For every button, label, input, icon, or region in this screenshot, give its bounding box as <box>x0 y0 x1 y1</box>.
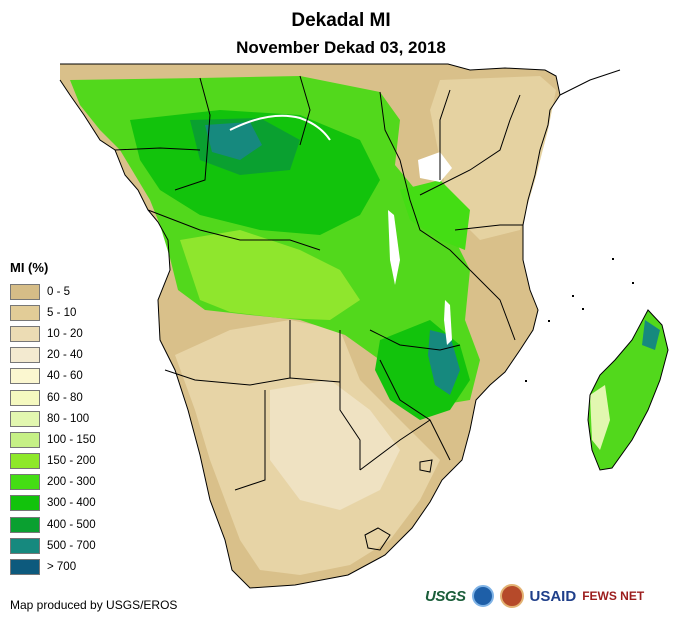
legend-label: 200 - 300 <box>47 476 96 489</box>
legend-label: 500 - 700 <box>47 539 96 552</box>
legend-item: 400 - 500 <box>10 514 96 535</box>
noaa-logo-icon <box>471 585 494 607</box>
legend-label: 400 - 500 <box>47 518 96 531</box>
madagascar-teal <box>642 320 660 350</box>
islands <box>525 258 634 382</box>
central-light-green <box>180 230 360 320</box>
malawi-teal <box>428 330 460 395</box>
legend-swatch <box>10 495 40 512</box>
legend-label: 5 - 10 <box>47 306 77 319</box>
legend-item: 5 - 10 <box>10 302 96 323</box>
legend-swatch <box>10 368 40 385</box>
legend-item: 150 - 200 <box>10 451 96 472</box>
legend-item: 20 - 40 <box>10 345 96 366</box>
legend-rows: 0 - 5 5 - 10 10 - 20 20 - 40 40 - 60 60 - 80 8… <box>10 281 96 578</box>
map-credit: Map produced by USGS/EROS <box>10 598 178 612</box>
madagascar-west-dry <box>590 385 610 450</box>
legend-item: 60 - 80 <box>10 387 96 408</box>
legend-label: 150 - 200 <box>47 455 96 468</box>
legend-item: 200 - 300 <box>10 472 96 493</box>
legend-item: 80 - 100 <box>10 408 96 429</box>
legend-swatch <box>10 474 40 491</box>
teal-patch-north <box>205 122 262 160</box>
madagascar <box>588 310 668 470</box>
legend-label: 80 - 100 <box>47 412 90 425</box>
legend-item: 0 - 5 <box>10 281 96 302</box>
legend: MI (%) 0 - 5 5 - 10 10 - 20 20 - 40 40 - 60 6… <box>10 260 96 578</box>
fews-net-logo: FEWS NET <box>582 589 645 603</box>
legend-swatch <box>10 410 40 427</box>
legend-label: > 700 <box>47 561 77 574</box>
usgs-logo: USGS <box>425 587 466 605</box>
legend-item: 100 - 150 <box>10 429 96 450</box>
kalahari-light-area <box>270 380 400 510</box>
legend-swatch <box>10 537 40 554</box>
map-title: Dekadal MI <box>291 10 391 31</box>
logos: USGS USAID FEWS NET <box>425 584 644 608</box>
legend-label: 100 - 150 <box>47 433 96 446</box>
congo-river <box>229 114 331 141</box>
legend-item: 500 - 700 <box>10 535 96 556</box>
legend-swatch <box>10 325 40 342</box>
legend-label: 0 - 5 <box>47 285 71 298</box>
east-green-strip <box>400 180 470 250</box>
map-subtitle: November Dekad 03, 2018 <box>236 38 446 57</box>
usaid-seal-icon <box>499 584 524 608</box>
legend-item: > 700 <box>10 556 96 577</box>
legend-swatch <box>10 347 40 364</box>
legend-swatch <box>10 431 40 448</box>
legend-item: 40 - 60 <box>10 366 96 387</box>
legend-swatch <box>10 453 40 470</box>
legend-label: 20 - 40 <box>47 349 83 362</box>
legend-title: MI (%) <box>10 260 49 275</box>
legend-item: 10 - 20 <box>10 323 96 344</box>
legend-label: 40 - 60 <box>47 370 83 383</box>
legend-swatch <box>10 516 40 533</box>
legend-label: 300 - 400 <box>47 497 96 510</box>
legend-item: 300 - 400 <box>10 493 96 514</box>
lake-tanganyika <box>388 210 400 285</box>
legend-label: 60 - 80 <box>47 391 83 404</box>
usaid-logo: USAID <box>529 587 577 605</box>
country-borders <box>59 63 669 589</box>
legend-swatch <box>10 389 40 406</box>
lake-malawi <box>444 300 452 345</box>
legend-swatch <box>10 304 40 321</box>
lake-victoria <box>418 152 452 182</box>
east-dry-region <box>430 76 556 240</box>
legend-swatch <box>10 559 40 576</box>
legend-label: 10 - 20 <box>47 327 83 340</box>
legend-swatch <box>10 283 40 300</box>
